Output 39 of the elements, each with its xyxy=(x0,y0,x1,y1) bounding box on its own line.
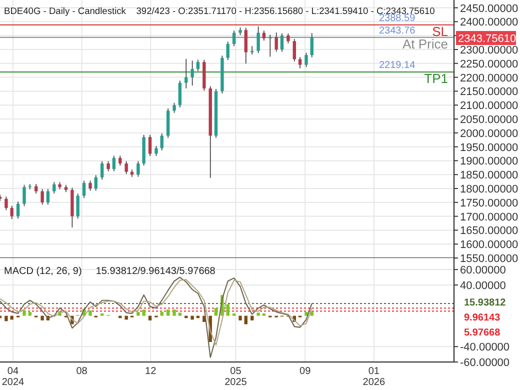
x-tick-label: 01 2026 xyxy=(362,366,386,388)
ref-line-label: SL xyxy=(432,24,448,39)
ref-line-label: 9.96143 xyxy=(464,312,501,324)
y-tick-label: 1750.00000 xyxy=(460,197,518,210)
y-tick-label: 40.00000 xyxy=(460,280,506,292)
annotation: 2343.76 xyxy=(379,25,416,36)
y-tick-label: 1950.00000 xyxy=(460,142,518,154)
x-tick-label: 12 xyxy=(145,366,157,377)
y-tick-label: 1550.00000 xyxy=(460,253,518,265)
y-tick-label: -60.00000 xyxy=(460,357,510,369)
y-tick-label: -40.00000 xyxy=(460,342,510,354)
x-tick-label: 05 2025 xyxy=(224,366,248,388)
y-tick-label: 2200.00000 xyxy=(460,72,518,84)
y-tick-label: 2450.00000 xyxy=(460,2,518,15)
y-tick-label: 2000.00000 xyxy=(460,128,518,140)
y-tick-label: 2300.00000 xyxy=(460,44,518,56)
x-tick-label: 09 xyxy=(300,366,312,377)
ref-line-label: TP1 xyxy=(424,70,448,86)
x-tick-label: 08 xyxy=(76,366,88,377)
ref-line-label: At Price xyxy=(402,36,448,52)
y-tick-label: 2150.00000 xyxy=(460,86,518,98)
annotation: 2219.14 xyxy=(379,60,416,71)
ref-line-label: 5.97668 xyxy=(464,328,501,338)
text: 2343.75610 xyxy=(458,33,516,45)
y-tick-label: 2050.00000 xyxy=(460,114,518,126)
x-tick-label: 04 2024 xyxy=(2,366,25,388)
y-tick-label: 2250.00000 xyxy=(460,58,518,70)
y-tick-label: 1850.00000 xyxy=(460,170,518,182)
ref-line-label: 15.93812 xyxy=(464,298,506,308)
y-tick-label: 1600.00000 xyxy=(460,239,518,252)
y-tick-label: 60.00000 xyxy=(460,264,506,277)
y-tick-label: 2100.00000 xyxy=(460,100,518,112)
y-tick-label: 1800.00000 xyxy=(460,183,518,196)
text: MACD (12, 26, 9) xyxy=(4,266,82,277)
text: 15.93812/9.96143/5.97668 xyxy=(96,266,216,277)
y-tick-label: 1900.00000 xyxy=(460,156,518,168)
y-tick-label: 2400.00000 xyxy=(460,16,518,29)
y-tick-label: 1700.00000 xyxy=(460,211,518,224)
y-tick-label: 1650.00000 xyxy=(460,225,518,238)
